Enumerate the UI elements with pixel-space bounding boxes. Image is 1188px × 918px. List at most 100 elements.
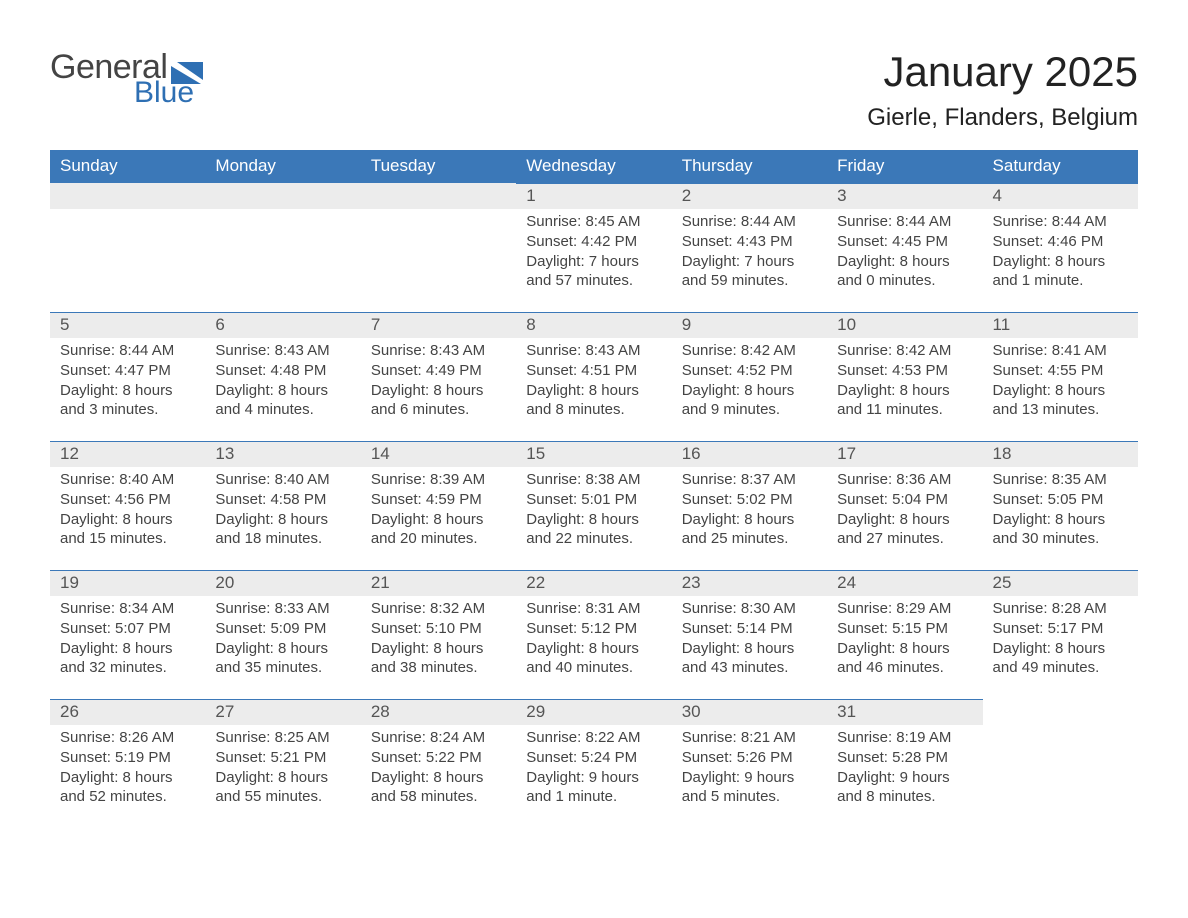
sunset-line: Sunset: 5:22 PM [371, 748, 506, 768]
day-body: Sunrise: 8:32 AMSunset: 5:10 PMDaylight:… [361, 596, 516, 678]
day-body: Sunrise: 8:28 AMSunset: 5:17 PMDaylight:… [983, 596, 1138, 678]
day-cell: 28Sunrise: 8:24 AMSunset: 5:22 PMDayligh… [361, 699, 516, 814]
day-number: 11 [983, 312, 1138, 338]
daylight-line: Daylight: 9 hours and 5 minutes. [682, 768, 817, 808]
sunset-line: Sunset: 5:07 PM [60, 619, 195, 639]
calendar-grid: SundayMondayTuesdayWednesdayThursdayFrid… [50, 150, 1138, 814]
sunset-line: Sunset: 5:26 PM [682, 748, 817, 768]
sunrise-line: Sunrise: 8:41 AM [993, 341, 1128, 361]
day-number: 9 [672, 312, 827, 338]
daylight-line: Daylight: 8 hours and 3 minutes. [60, 381, 195, 421]
daylight-line: Daylight: 8 hours and 35 minutes. [215, 639, 350, 679]
sunset-line: Sunset: 4:56 PM [60, 490, 195, 510]
day-body [361, 209, 516, 212]
day-number: 22 [516, 570, 671, 596]
sunset-line: Sunset: 5:01 PM [526, 490, 661, 510]
location-subtitle: Gierle, Flanders, Belgium [867, 104, 1138, 132]
daylight-line: Daylight: 8 hours and 43 minutes. [682, 639, 817, 679]
daylight-line: Daylight: 8 hours and 40 minutes. [526, 639, 661, 679]
sunrise-line: Sunrise: 8:44 AM [682, 212, 817, 232]
day-body: Sunrise: 8:44 AMSunset: 4:47 PMDaylight:… [50, 338, 205, 420]
sunset-line: Sunset: 4:51 PM [526, 361, 661, 381]
sunrise-line: Sunrise: 8:26 AM [60, 728, 195, 748]
sunset-line: Sunset: 4:46 PM [993, 232, 1128, 252]
day-number: 31 [827, 699, 982, 725]
title-block: January 2025 Gierle, Flanders, Belgium [867, 50, 1138, 132]
day-cell [50, 183, 205, 298]
weekday-header-row: SundayMondayTuesdayWednesdayThursdayFrid… [50, 150, 1138, 183]
sunrise-line: Sunrise: 8:44 AM [60, 341, 195, 361]
day-number: 10 [827, 312, 982, 338]
day-body: Sunrise: 8:44 AMSunset: 4:43 PMDaylight:… [672, 209, 827, 291]
sunrise-line: Sunrise: 8:22 AM [526, 728, 661, 748]
day-cell: 22Sunrise: 8:31 AMSunset: 5:12 PMDayligh… [516, 570, 671, 685]
day-cell: 16Sunrise: 8:37 AMSunset: 5:02 PMDayligh… [672, 441, 827, 556]
sunset-line: Sunset: 5:09 PM [215, 619, 350, 639]
sunset-line: Sunset: 5:12 PM [526, 619, 661, 639]
sunset-line: Sunset: 5:19 PM [60, 748, 195, 768]
sunset-line: Sunset: 4:49 PM [371, 361, 506, 381]
day-cell: 5Sunrise: 8:44 AMSunset: 4:47 PMDaylight… [50, 312, 205, 427]
sunrise-line: Sunrise: 8:24 AM [371, 728, 506, 748]
sunset-line: Sunset: 4:42 PM [526, 232, 661, 252]
day-cell: 9Sunrise: 8:42 AMSunset: 4:52 PMDaylight… [672, 312, 827, 427]
day-number: 29 [516, 699, 671, 725]
daylight-line: Daylight: 8 hours and 6 minutes. [371, 381, 506, 421]
daylight-line: Daylight: 8 hours and 32 minutes. [60, 639, 195, 679]
day-cell: 2Sunrise: 8:44 AMSunset: 4:43 PMDaylight… [672, 183, 827, 298]
day-body: Sunrise: 8:44 AMSunset: 4:45 PMDaylight:… [827, 209, 982, 291]
day-number: 17 [827, 441, 982, 467]
daylight-line: Daylight: 8 hours and 58 minutes. [371, 768, 506, 808]
day-body: Sunrise: 8:39 AMSunset: 4:59 PMDaylight:… [361, 467, 516, 549]
week-row: 1Sunrise: 8:45 AMSunset: 4:42 PMDaylight… [50, 183, 1138, 298]
day-cell: 27Sunrise: 8:25 AMSunset: 5:21 PMDayligh… [205, 699, 360, 814]
sunrise-line: Sunrise: 8:38 AM [526, 470, 661, 490]
daylight-line: Daylight: 7 hours and 59 minutes. [682, 252, 817, 292]
brand-logo: General Blue [50, 50, 207, 108]
sunrise-line: Sunrise: 8:42 AM [837, 341, 972, 361]
week-row: 26Sunrise: 8:26 AMSunset: 5:19 PMDayligh… [50, 699, 1138, 814]
daylight-line: Daylight: 8 hours and 25 minutes. [682, 510, 817, 550]
day-number: 12 [50, 441, 205, 467]
sunrise-line: Sunrise: 8:33 AM [215, 599, 350, 619]
sunrise-line: Sunrise: 8:44 AM [993, 212, 1128, 232]
day-number: 20 [205, 570, 360, 596]
day-number: 27 [205, 699, 360, 725]
day-cell: 3Sunrise: 8:44 AMSunset: 4:45 PMDaylight… [827, 183, 982, 298]
weekday-header-cell: Tuesday [361, 150, 516, 183]
day-cell: 29Sunrise: 8:22 AMSunset: 5:24 PMDayligh… [516, 699, 671, 814]
day-cell: 10Sunrise: 8:42 AMSunset: 4:53 PMDayligh… [827, 312, 982, 427]
day-number: 2 [672, 183, 827, 209]
day-number: 21 [361, 570, 516, 596]
day-cell: 6Sunrise: 8:43 AMSunset: 4:48 PMDaylight… [205, 312, 360, 427]
day-number: 16 [672, 441, 827, 467]
day-cell [205, 183, 360, 298]
sunset-line: Sunset: 5:05 PM [993, 490, 1128, 510]
day-cell: 12Sunrise: 8:40 AMSunset: 4:56 PMDayligh… [50, 441, 205, 556]
sunset-line: Sunset: 5:21 PM [215, 748, 350, 768]
sunrise-line: Sunrise: 8:43 AM [371, 341, 506, 361]
day-number: 13 [205, 441, 360, 467]
day-number: 23 [672, 570, 827, 596]
day-cell: 18Sunrise: 8:35 AMSunset: 5:05 PMDayligh… [983, 441, 1138, 556]
page-title: January 2025 [867, 50, 1138, 94]
day-number [50, 183, 205, 209]
sunrise-line: Sunrise: 8:21 AM [682, 728, 817, 748]
daylight-line: Daylight: 8 hours and 30 minutes. [993, 510, 1128, 550]
day-number: 8 [516, 312, 671, 338]
sunrise-line: Sunrise: 8:43 AM [526, 341, 661, 361]
weekday-header-cell: Friday [827, 150, 982, 183]
day-body: Sunrise: 8:36 AMSunset: 5:04 PMDaylight:… [827, 467, 982, 549]
day-cell [983, 699, 1138, 814]
day-body: Sunrise: 8:19 AMSunset: 5:28 PMDaylight:… [827, 725, 982, 807]
day-cell: 4Sunrise: 8:44 AMSunset: 4:46 PMDaylight… [983, 183, 1138, 298]
day-number: 1 [516, 183, 671, 209]
sunset-line: Sunset: 4:47 PM [60, 361, 195, 381]
day-body: Sunrise: 8:38 AMSunset: 5:01 PMDaylight:… [516, 467, 671, 549]
calendar-page: General Blue January 2025 Gierle, Flande… [0, 0, 1188, 868]
day-body: Sunrise: 8:37 AMSunset: 5:02 PMDaylight:… [672, 467, 827, 549]
day-number [205, 183, 360, 209]
day-number: 19 [50, 570, 205, 596]
day-cell: 25Sunrise: 8:28 AMSunset: 5:17 PMDayligh… [983, 570, 1138, 685]
day-cell: 19Sunrise: 8:34 AMSunset: 5:07 PMDayligh… [50, 570, 205, 685]
